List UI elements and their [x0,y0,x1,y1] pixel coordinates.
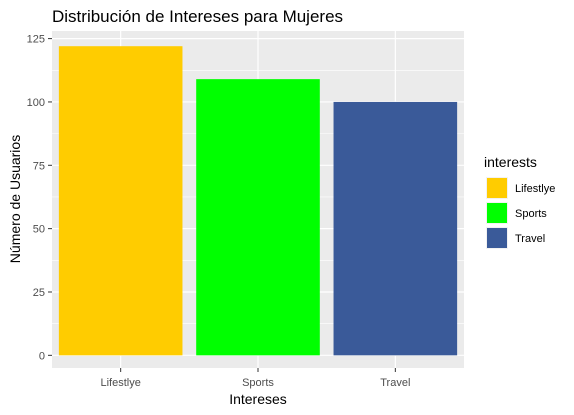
bar-sports [196,79,320,356]
legend-key-travel [487,228,507,248]
legend-label: Lifestlye [515,183,555,195]
y-tick-label: 25 [33,287,45,299]
x-axis-ticks: Lifestlye Sports Travel [100,368,410,389]
x-axis-label: Intereses [229,391,287,407]
legend-label: Travel [515,233,545,245]
y-tick-label: 100 [27,97,45,109]
y-axis-label: Número de Usuarios [7,135,23,263]
legend: interests Lifestlye Sports Travel [484,154,555,249]
y-tick-label: 75 [33,160,45,172]
legend-key-sports [487,203,507,223]
bar-lifestlye [58,46,183,356]
legend-label: Sports [515,208,547,220]
chart-title: Distribución de Intereses para Mujeres [52,7,343,26]
y-tick-label: 125 [27,34,45,46]
x-tick-label: Travel [380,377,410,389]
y-tick-label: 50 [33,224,45,236]
y-axis-ticks: 0 25 50 75 100 125 [27,34,52,362]
legend-title: interests [484,154,537,170]
x-tick-label: Sports [242,377,274,389]
x-tick-label: Lifestlye [100,377,140,389]
legend-key-lifestlye [487,178,507,198]
bars [58,46,458,356]
y-tick-label: 0 [39,350,45,362]
bar-travel [333,101,458,356]
